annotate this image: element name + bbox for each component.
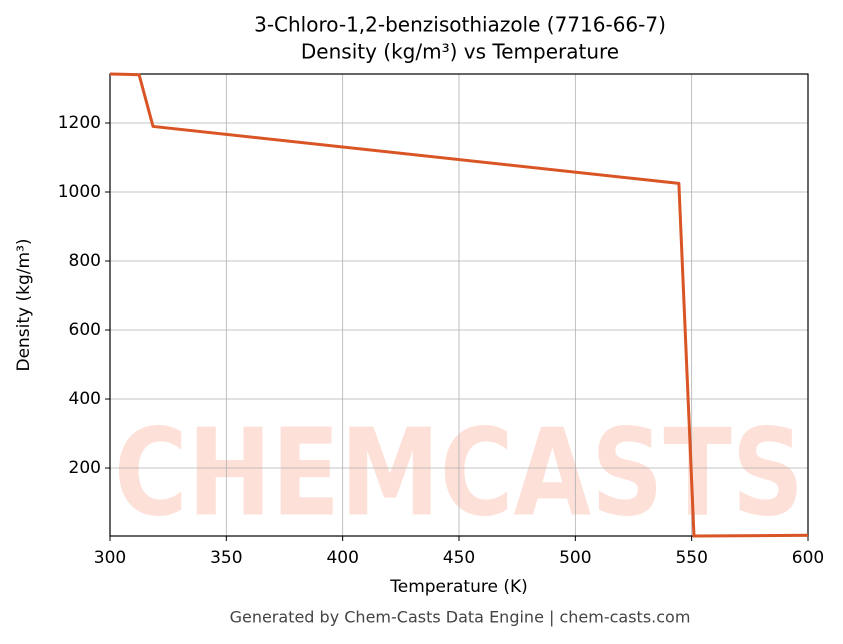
x-tick-label: 450 <box>443 548 475 568</box>
y-tick-label: 200 <box>69 458 101 478</box>
x-tick-label: 500 <box>559 548 591 568</box>
data-line <box>109 72 809 538</box>
y-tick-label: 1200 <box>58 113 101 133</box>
y-axis-label: Density (kg/m³) <box>14 238 34 371</box>
x-tick-label: 400 <box>326 548 358 568</box>
y-tick-label: 1000 <box>58 182 101 202</box>
footer: Generated by Chem-Casts Data Engine | ch… <box>230 608 691 627</box>
plot-frame <box>109 73 809 537</box>
chart-subtitle: Density (kg/m³) vs Temperature <box>301 40 619 64</box>
y-tick-label: 400 <box>69 389 101 409</box>
x-tick-label: 300 <box>94 548 126 568</box>
x-tick-label: 550 <box>675 548 707 568</box>
y-tick-label: 600 <box>69 320 101 340</box>
chart-title: 3-Chloro-1,2-benzisothiazole (7716-66-7) <box>254 13 666 37</box>
x-tick-label: 350 <box>210 548 242 568</box>
x-axis-label: Temperature (K) <box>389 577 528 597</box>
x-tick-label: 600 <box>792 548 824 568</box>
y-tick-label: 800 <box>69 251 101 271</box>
